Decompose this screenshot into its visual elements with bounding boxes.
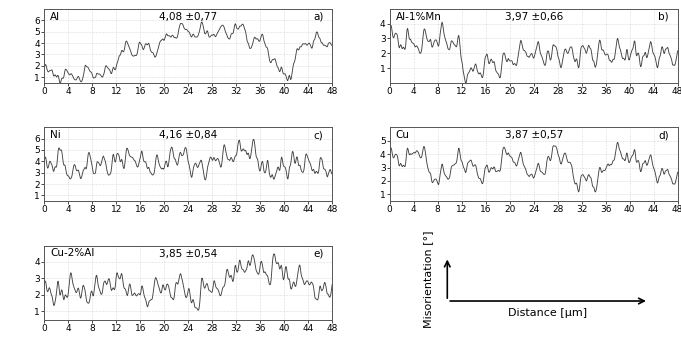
Text: 4,08 ±0,77: 4,08 ±0,77 [159,12,217,22]
Text: Cu: Cu [396,130,409,140]
Text: e): e) [313,248,323,258]
Text: d): d) [659,130,669,140]
Text: b): b) [659,12,669,22]
Text: Al: Al [50,12,60,22]
Text: c): c) [314,130,323,140]
Text: 4,16 ±0,84: 4,16 ±0,84 [159,130,217,140]
Text: 3,85 ±0,54: 3,85 ±0,54 [159,248,217,258]
Text: Ni: Ni [50,130,61,140]
Text: Al-1%Mn: Al-1%Mn [396,12,441,22]
Text: 3,97 ±0,66: 3,97 ±0,66 [505,12,563,22]
Text: a): a) [313,12,323,22]
Text: 3,87 ±0,57: 3,87 ±0,57 [505,130,563,140]
Text: Misorientation [°]: Misorientation [°] [423,230,433,328]
Text: Distance [μm]: Distance [μm] [509,308,588,318]
Text: Cu-2%Al: Cu-2%Al [50,248,95,258]
